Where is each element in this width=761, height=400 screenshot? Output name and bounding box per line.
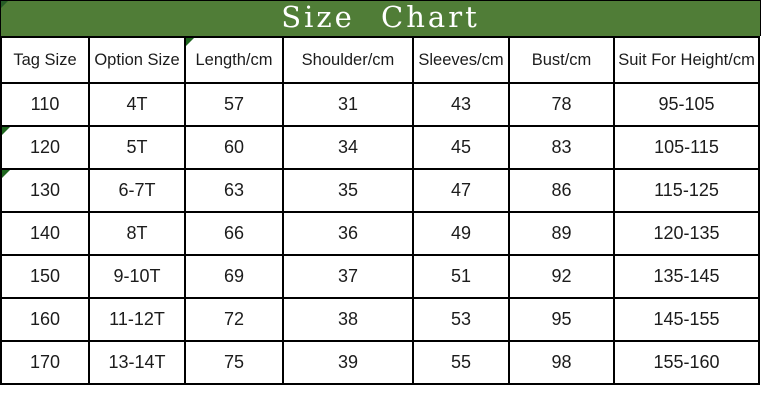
table-cell: 45 [412, 125, 510, 170]
table-cell: 105-115 [613, 125, 760, 170]
table-cell: 95 [508, 297, 615, 342]
table-cell: 6-7T [88, 168, 186, 213]
table-cell: 63 [184, 168, 284, 213]
table-row: 150 9-10T 69 37 51 92 135-145 [0, 254, 760, 299]
table-cell: 39 [282, 340, 414, 385]
table-cell: 34 [282, 125, 414, 170]
table-row: 130 6-7T 63 35 47 86 115-125 [0, 168, 760, 213]
table-cell: 160 [0, 297, 90, 342]
green-corner-triangle-icon [1, 1, 8, 8]
table-cell: 57 [184, 82, 284, 127]
header-shoulder: Shoulder/cm [282, 36, 414, 84]
table-cell: 8T [88, 211, 186, 256]
table-cell-value: 120 [29, 137, 61, 157]
table-cell: 35 [282, 168, 414, 213]
table-cell: 38 [282, 297, 414, 342]
table-cell: 36 [282, 211, 414, 256]
table-cell: 78 [508, 82, 615, 127]
table-cell: 98 [508, 340, 615, 385]
table-cell: 130 [0, 168, 90, 213]
header-length: Length/cm [184, 36, 284, 84]
table-cell: 43 [412, 82, 510, 127]
header-length-label: Length/cm [195, 50, 273, 69]
table-cell: 170 [0, 340, 90, 385]
table-cell: 150 [0, 254, 90, 299]
table-cell: 135-145 [613, 254, 760, 299]
table-row: 120 5T 60 34 45 83 105-115 [0, 125, 760, 170]
table-row: 140 8T 66 36 49 89 120-135 [0, 211, 760, 256]
table-cell: 95-105 [613, 82, 760, 127]
table-cell: 155-160 [613, 340, 760, 385]
header-option-size: Option Size [88, 36, 186, 84]
table-cell: 66 [184, 211, 284, 256]
table-cell: 4T [88, 82, 186, 127]
table-cell: 13-14T [88, 340, 186, 385]
table-cell: 11-12T [88, 297, 186, 342]
header-row: Tag Size Option Size Length/cm Shoulder/… [0, 36, 760, 84]
table-cell: 89 [508, 211, 615, 256]
table-cell: 53 [412, 297, 510, 342]
table-cell: 49 [412, 211, 510, 256]
table-cell: 120 [0, 125, 90, 170]
table-row: 110 4T 57 31 43 78 95-105 [0, 82, 760, 127]
table-cell: 115-125 [613, 168, 760, 213]
table-cell: 47 [412, 168, 510, 213]
size-chart-banner: Size Chart [0, 0, 761, 36]
table-cell: 72 [184, 297, 284, 342]
table-cell: 140 [0, 211, 90, 256]
table-cell: 37 [282, 254, 414, 299]
table-cell: 86 [508, 168, 615, 213]
green-corner-triangle-icon [3, 128, 10, 135]
header-bust: Bust/cm [508, 36, 615, 84]
table-cell: 75 [184, 340, 284, 385]
header-tag-size: Tag Size [0, 36, 90, 84]
table-cell: 69 [184, 254, 284, 299]
green-corner-triangle-icon [3, 171, 10, 178]
table-cell: 60 [184, 125, 284, 170]
green-corner-triangle-icon [187, 39, 194, 46]
page-title: Size Chart [281, 0, 480, 34]
table-cell: 110 [0, 82, 90, 127]
table-cell-value: 130 [29, 180, 61, 200]
table-cell: 51 [412, 254, 510, 299]
table-cell: 145-155 [613, 297, 760, 342]
size-table: Tag Size Option Size Length/cm Shoulder/… [0, 36, 760, 385]
table-row: 170 13-14T 75 39 55 98 155-160 [0, 340, 760, 385]
table-cell: 31 [282, 82, 414, 127]
table-cell: 120-135 [613, 211, 760, 256]
table-cell: 92 [508, 254, 615, 299]
header-sleeves: Sleeves/cm [412, 36, 510, 84]
table-cell: 83 [508, 125, 615, 170]
table-cell: 9-10T [88, 254, 186, 299]
header-suit-height: Suit For Height/cm [613, 36, 760, 84]
table-cell: 5T [88, 125, 186, 170]
table-cell: 55 [412, 340, 510, 385]
table-row: 160 11-12T 72 38 53 95 145-155 [0, 297, 760, 342]
